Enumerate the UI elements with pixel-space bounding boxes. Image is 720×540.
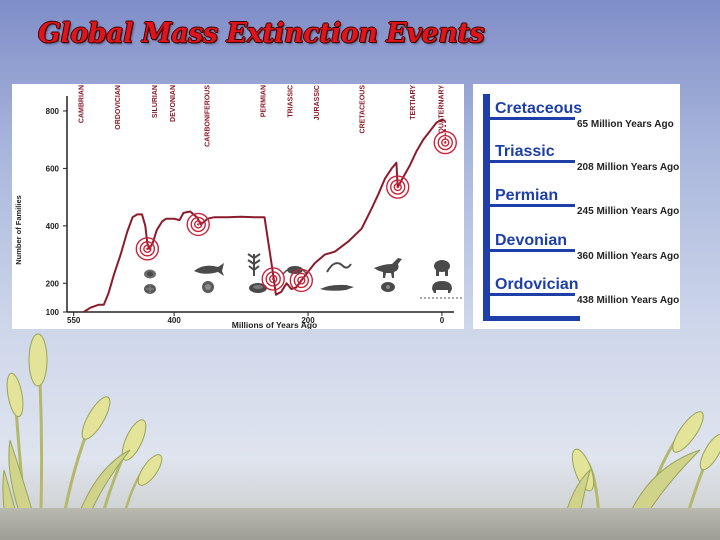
extinction-timeline-panel: Cretaceous 65 Million Years Ago Triassic 20… bbox=[473, 84, 680, 329]
period-label: CAMBRIAN bbox=[78, 85, 85, 123]
families-series-line bbox=[83, 118, 446, 313]
extinction-marker bbox=[386, 175, 410, 199]
mammoth-icon bbox=[434, 260, 450, 276]
period-label: TRIASSIC bbox=[287, 85, 294, 118]
sea-reptile-icon bbox=[326, 262, 352, 273]
y-tick-label: 400 bbox=[46, 222, 60, 231]
period-label: ORDOVICIAN bbox=[115, 85, 122, 130]
period-label: SILURIAN bbox=[152, 85, 159, 118]
extinction-marker bbox=[261, 267, 285, 291]
event-period-label: Ordovician bbox=[495, 276, 579, 293]
x-tick-label: 200 bbox=[301, 316, 315, 325]
x-axis-label: Millions of Years Ago bbox=[232, 320, 318, 329]
trilobite-icon bbox=[144, 269, 156, 279]
ammonite-icon bbox=[202, 281, 214, 293]
crocodile-icon bbox=[320, 284, 354, 291]
y-axis-label: Number of Families bbox=[14, 195, 23, 265]
event-connector bbox=[483, 293, 575, 296]
y-tick-label: 200 bbox=[46, 279, 60, 288]
event-connector bbox=[483, 249, 575, 252]
placoderm-fish-icon bbox=[194, 263, 224, 276]
bison-icon bbox=[432, 281, 452, 293]
event-age-label: 360 Million Years Ago bbox=[577, 251, 679, 262]
fern-plant-icon bbox=[247, 253, 261, 276]
event-age-label: 208 Million Years Ago bbox=[577, 162, 679, 173]
event-age-label: 438 Million Years Ago bbox=[577, 295, 679, 306]
event-age-label: 65 Million Years Ago bbox=[577, 119, 674, 130]
brachiopod-icon bbox=[144, 284, 156, 294]
period-label: PERMIAN bbox=[260, 85, 267, 117]
extinction-line-chart: 100 200 400 600 800 550 400 200 0 Millions of Yea… bbox=[14, 85, 464, 330]
extinction-marker bbox=[186, 212, 210, 237]
x-tick-label: 400 bbox=[167, 316, 181, 325]
turtle-shell-icon bbox=[381, 282, 395, 292]
event-period-label: Devonian bbox=[495, 232, 567, 249]
event-connector bbox=[483, 117, 575, 120]
extinction-chart-panel: 100 200 400 600 800 550 400 200 0 Millions of Yea… bbox=[12, 84, 464, 330]
period-label: DEVONIAN bbox=[170, 85, 177, 122]
extinction-marker bbox=[135, 237, 160, 261]
event-period-label: Permian bbox=[495, 187, 558, 204]
event-age-label: 245 Million Years Ago bbox=[577, 206, 679, 217]
y-tick-label: 800 bbox=[46, 107, 60, 116]
period-label: QUATERNARY bbox=[439, 85, 446, 134]
period-label: CARBONIFEROUS bbox=[204, 85, 211, 147]
y-tick-label: 100 bbox=[46, 308, 60, 317]
extinction-timeline: Cretaceous 65 Million Years Ago Triassic 20… bbox=[483, 94, 679, 321]
event-connector bbox=[483, 204, 575, 207]
event-period-label: Triassic bbox=[495, 143, 555, 160]
period-label: CRETACEOUS bbox=[360, 85, 367, 134]
dinosaur-icon bbox=[374, 258, 402, 278]
event-connector bbox=[483, 160, 575, 163]
period-label: JURASSIC bbox=[314, 85, 321, 120]
ammonite-shell-icon bbox=[249, 283, 267, 293]
period-label: TERTIARY bbox=[410, 85, 417, 120]
extinction-marker bbox=[433, 130, 457, 155]
ground-strip bbox=[0, 508, 720, 540]
x-tick-label: 0 bbox=[440, 316, 445, 325]
event-period-label: Cretaceous bbox=[495, 100, 582, 117]
x-tick-label: 550 bbox=[67, 316, 81, 325]
extinction-marker bbox=[289, 268, 314, 293]
timeline-bar-bottom bbox=[483, 316, 580, 321]
y-tick-label: 600 bbox=[46, 164, 60, 173]
slide-title: Global Mass Extinction Events bbox=[38, 18, 485, 49]
